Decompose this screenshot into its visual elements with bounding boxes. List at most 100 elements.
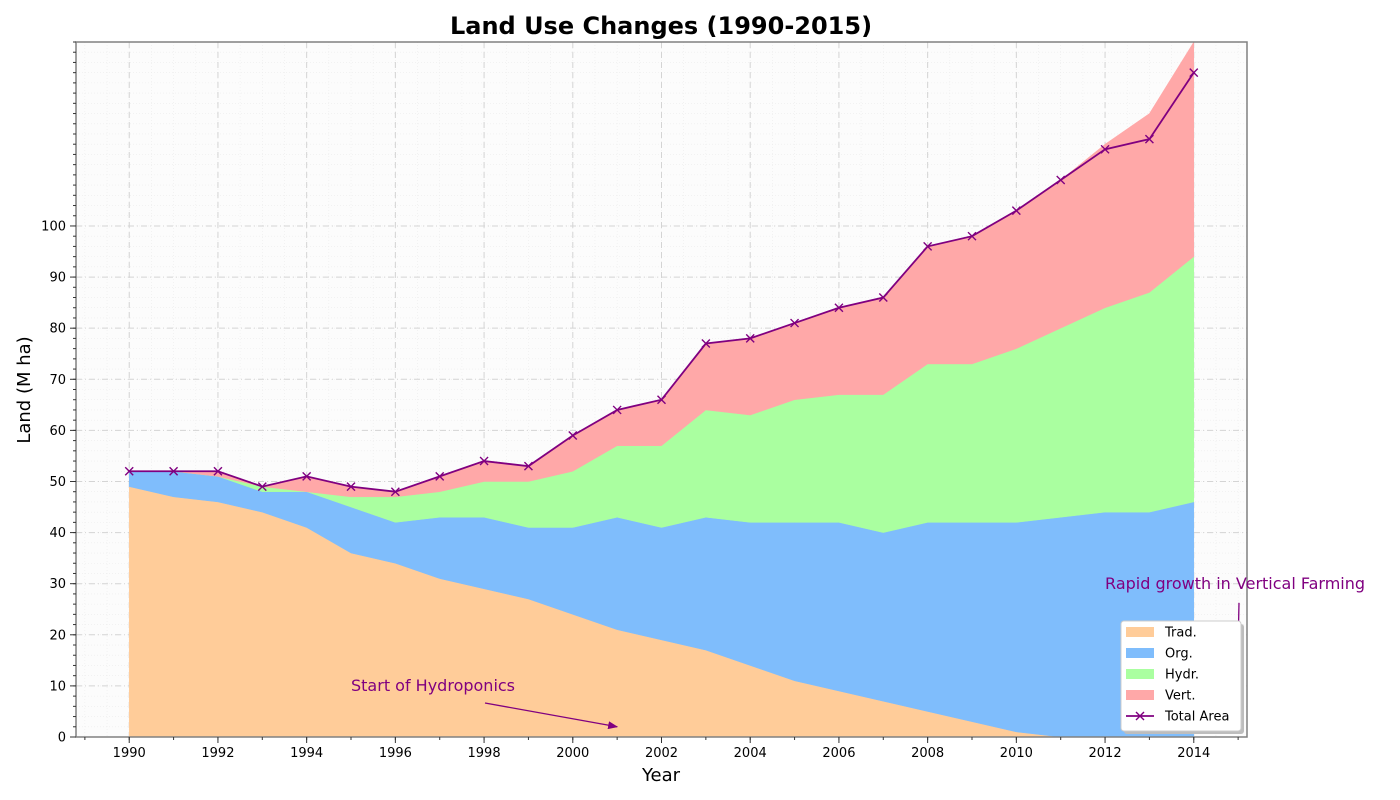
marker-stroke [967,231,977,241]
legend-swatch [1126,690,1154,700]
total-area-point [612,405,622,415]
marker-stroke [923,241,933,251]
annotation-arrow-hydroponics [484,702,619,730]
marker-stroke [435,471,445,481]
total-area-point [834,303,844,313]
marker-stroke [257,482,267,492]
total-area-point [568,430,578,440]
total-area-point [124,466,134,476]
legend-entry: Total Area [1126,710,1229,725]
total-area-point [479,456,489,466]
total-area-point [302,471,312,481]
y-tick-label: 20 [49,628,66,643]
total-area-point [1056,175,1066,185]
x-tick-label: 1994 [290,746,323,761]
annotation-hydroponics: Start of Hydroponics [351,676,515,695]
x-tick-label: 2006 [822,746,855,761]
legend: Trad. Org. Hydr. Vert. Total Area [1120,620,1244,734]
marker-stroke [523,461,533,471]
y-axis-label: Land (M ha) [14,336,35,443]
marker-stroke [878,293,888,303]
marker-stroke [657,395,666,405]
x-tick-label: 2014 [1177,746,1210,761]
marker-stroke [1144,134,1154,144]
marker-stroke [834,303,844,313]
total-area-point [435,471,445,481]
marker-stroke [1011,206,1021,216]
total-area-point [923,241,933,251]
x-tick-label: 1992 [201,746,234,761]
total-area-point [745,333,755,343]
marker-stroke [1056,175,1066,185]
total-area-point [1011,206,1021,216]
marker-stroke [612,405,622,415]
legend-swatch [1126,627,1154,637]
total-area-point [523,461,533,471]
marker-stroke [745,333,755,343]
marker-stroke [302,471,312,481]
marker-stroke [1189,68,1199,78]
y-tick-label: 40 [49,526,66,541]
marker-stroke [1100,144,1110,154]
total-area-line [124,68,1199,497]
legend-entry: Trad. [1126,626,1197,641]
x-axis-ticks: 1990 1992 1994 1996 1998 2000 2002 2004 2006 2008… [84,737,1239,761]
annotation-vertical-farming: Rapid growth in Vertical Farming [1105,574,1365,593]
y-tick-label: 0 [58,731,66,746]
y-tick-label: 90 [49,271,66,286]
y-tick-label: 100 [41,219,66,234]
y-tick-label: 50 [49,475,66,490]
legend-entry: Hydr. [1126,668,1199,683]
stacked-areas [128,41,1195,738]
y-tick-label: 60 [49,424,66,439]
total-area-point [169,466,179,476]
legend-label: Hydr. [1165,668,1199,683]
y-tick-label: 30 [49,577,66,592]
x-tick-label: 1990 [113,746,146,761]
total-area-point [390,487,400,497]
x-tick-label: 2000 [556,746,589,761]
y-tick-label: 10 [49,679,66,694]
x-tick-label: 2012 [1089,746,1122,761]
total-area-point [1144,134,1154,144]
x-tick-label: 1996 [379,746,412,761]
x-tick-label: 2008 [911,746,944,761]
marker-stroke [479,456,489,466]
total-area-point [701,339,711,349]
total-area-point [878,293,888,303]
annotations: Start of Hydroponics Rapid growth in Vert… [351,574,1365,730]
x-axis-label: Year [641,765,681,786]
legend-label: Org. [1165,647,1193,662]
y-axis-ticks: 0 10 20 30 40 50 60 70 80 90 100 [41,41,76,746]
y-tick-label: 70 [49,373,66,388]
legend-marker-stroke [1135,711,1145,721]
x-tick-label: 2002 [645,746,678,761]
x-tick-label: 1998 [468,746,501,761]
marker-stroke [213,466,223,476]
x-tick-label: 2004 [734,746,767,761]
chart-title: Land Use Changes (1990-2015) [450,12,872,40]
total-area-point [1189,68,1199,78]
marker-stroke [790,318,800,328]
total-area-point [213,466,223,476]
x-tick-label: 2010 [1000,746,1033,761]
legend-entry: Org. [1126,647,1193,662]
legend-label: Vert. [1165,689,1195,704]
total-area-point [257,482,267,492]
total-area-point [657,395,666,405]
marker-stroke [701,339,711,349]
marker-stroke [346,482,356,492]
total-area-point [1100,144,1110,154]
total-area-point [790,318,800,328]
total-area-point [967,231,977,241]
marker-stroke [390,487,400,497]
marker-stroke [124,466,134,476]
legend-swatch [1126,669,1154,679]
legend-label: Total Area [1164,710,1229,725]
y-tick-label: 80 [49,322,66,337]
total-area-point [346,482,356,492]
marker-stroke [568,430,578,440]
legend-label: Trad. [1164,626,1197,641]
legend-swatch [1126,648,1154,658]
